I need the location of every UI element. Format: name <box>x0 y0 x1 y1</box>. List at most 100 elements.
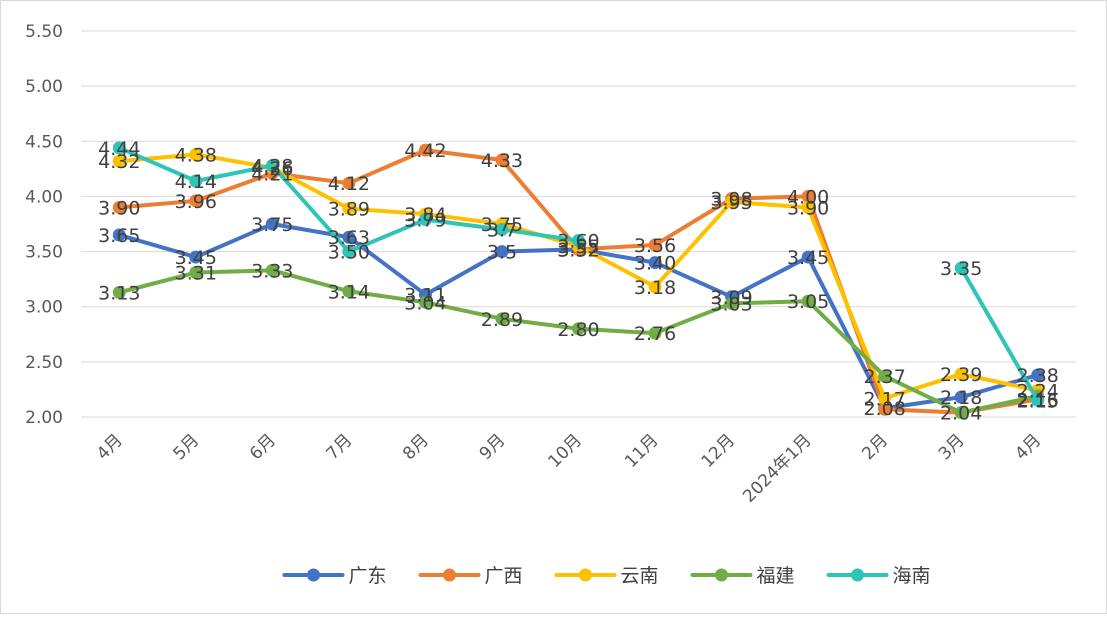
data-point <box>112 154 126 168</box>
data-point <box>342 284 356 298</box>
data-point <box>878 402 892 416</box>
data-label: 3.75 <box>481 214 523 236</box>
data-point <box>495 223 509 237</box>
data-label: 3.33 <box>251 260 293 282</box>
data-label: 3.11 <box>404 285 446 307</box>
y-tick-label: 3.00 <box>25 298 63 318</box>
data-label: 3.79 <box>404 210 446 232</box>
data-label: 2.38 <box>1017 365 1059 387</box>
data-point <box>801 294 815 308</box>
data-point <box>648 256 662 270</box>
data-label: 3.05 <box>787 291 829 313</box>
data-label: 3.52 <box>557 239 599 261</box>
x-tick-label: 2024年1月 <box>739 430 815 506</box>
data-label: 3.52 <box>557 239 599 261</box>
data-label: 4.33 <box>481 150 523 172</box>
legend-item: 福建 <box>690 565 795 587</box>
legend-swatch-marker <box>851 568 864 582</box>
data-point <box>1031 368 1045 382</box>
y-tick-label: 2.00 <box>25 408 63 428</box>
data-label: 3.40 <box>634 253 676 275</box>
legend-item: 海南 <box>826 565 931 587</box>
data-label: 2.08 <box>863 398 905 420</box>
data-label: 3.09 <box>710 287 752 309</box>
data-point <box>189 174 203 188</box>
data-label: 3.96 <box>175 191 217 213</box>
y-tick-label: 2.50 <box>25 353 63 373</box>
data-label: 3.65 <box>98 225 140 247</box>
legend-item: 广东 <box>282 565 387 587</box>
data-point <box>1031 393 1045 407</box>
data-point <box>265 263 279 277</box>
data-point <box>342 202 356 216</box>
data-point <box>189 266 203 280</box>
data-label: 3.45 <box>175 247 217 269</box>
x-tick-label: 8月 <box>399 430 433 464</box>
data-label: 4.21 <box>251 163 293 185</box>
data-label: 2.76 <box>634 323 676 345</box>
data-label: 4.14 <box>175 171 217 193</box>
data-point <box>112 228 126 242</box>
x-tick-label: 4月 <box>93 430 127 464</box>
data-point <box>954 367 968 381</box>
legend-item: 云南 <box>554 565 659 587</box>
series-lines <box>112 141 1045 420</box>
data-point <box>112 285 126 299</box>
data-label: 4.00 <box>787 186 829 208</box>
x-axis-ticks: 4月 5月 6月 7月 8月 9月 10月 11月 12月 2024年1月 2月 3月 4月 <box>93 430 1045 506</box>
data-point <box>265 217 279 231</box>
legend-swatch-marker <box>579 568 592 582</box>
data-label: 3.35 <box>940 258 982 280</box>
gridlines <box>81 30 1076 418</box>
data-label: 2.89 <box>481 309 523 331</box>
legend-label: 广西 <box>485 565 523 587</box>
data-point <box>648 238 662 252</box>
data-point <box>878 391 892 405</box>
legend-label: 福建 <box>757 565 795 587</box>
data-point <box>189 250 203 264</box>
data-label: 2.04 <box>940 403 982 425</box>
x-tick-label: 5月 <box>170 430 204 464</box>
data-point <box>572 234 585 248</box>
y-tick-label: 3.50 <box>25 243 63 263</box>
data-label: 2.24 <box>1017 381 1059 403</box>
data-label: 2.17 <box>863 388 905 410</box>
data-label: 3.90 <box>787 197 829 219</box>
x-tick-label: 9月 <box>476 430 510 464</box>
data-label: 3.5 <box>487 242 517 264</box>
data-point <box>342 176 356 190</box>
x-tick-label: 11月 <box>621 430 662 471</box>
data-label: 3.56 <box>634 235 676 257</box>
data-label: 4.38 <box>175 145 217 167</box>
data-label: 2.16 <box>1017 389 1059 411</box>
data-label: 3.90 <box>98 197 140 219</box>
x-tick-label: 3月 <box>935 430 969 464</box>
data-label: 3.63 <box>328 227 370 249</box>
legend-swatch-marker <box>307 568 320 582</box>
y-tick-label: 5.00 <box>25 77 63 97</box>
legend-label: 海南 <box>893 565 931 587</box>
data-label: 3.84 <box>404 204 446 226</box>
data-point <box>112 141 126 155</box>
data-label: 4.32 <box>98 151 140 173</box>
data-point <box>342 230 356 244</box>
data-label: 3.95 <box>710 192 752 214</box>
data-point <box>954 261 968 275</box>
data-label: 3.89 <box>328 199 370 221</box>
y-tick-label: 4.00 <box>25 187 63 207</box>
data-label: 4.44 <box>98 138 140 160</box>
data-label: 3.75 <box>251 214 293 236</box>
data-label: 3.50 <box>328 242 370 264</box>
x-tick-label: 12月 <box>698 430 739 471</box>
data-label: 2.15 <box>1017 390 1059 412</box>
x-tick-label: 7月 <box>323 430 357 464</box>
y-axis-ticks: 2.00 2.50 3.00 3.50 4.00 4.50 5.00 5.50 <box>25 22 63 428</box>
data-labels: 3.65 3.45 3.75 3.63 3.11 3.5 3.52 3.40 3.09 3.45 2… <box>98 138 1059 425</box>
data-point <box>418 213 432 227</box>
data-point <box>189 194 203 208</box>
x-tick-label: 6月 <box>246 430 280 464</box>
data-point <box>572 322 585 336</box>
data-point <box>418 295 432 309</box>
